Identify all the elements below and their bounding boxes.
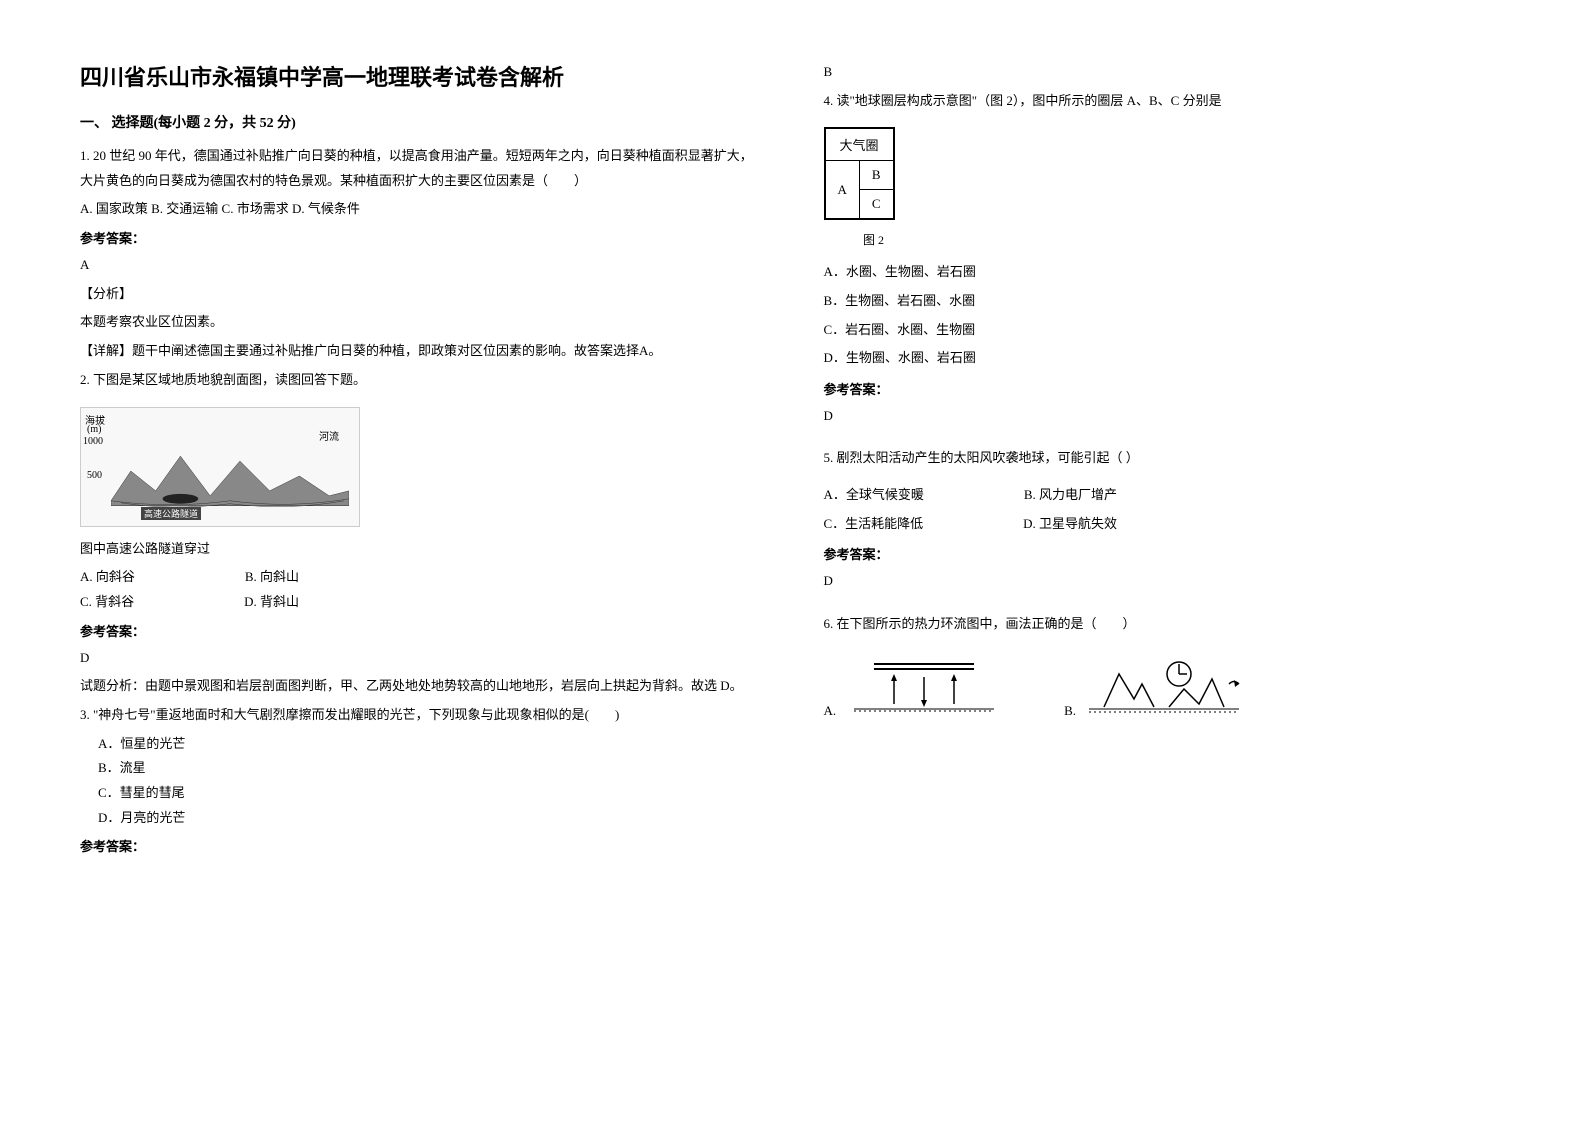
q2-opt-c: C. 背斜谷 <box>80 590 134 615</box>
q5-options-row2: C．生活耗能降低 D. 卫星导航失效 <box>824 510 1508 539</box>
q1-text: 1. 20 世纪 90 年代，德国通过补贴推广向日葵的种植，以提高食用油产量。短… <box>80 144 764 193</box>
fig-label-unit: (m) <box>87 424 101 435</box>
q6-fig-b-wrap: B. <box>1064 649 1244 719</box>
q6-text: 6. 在下图所示的热力环流图中，画法正确的是（ ） <box>824 612 1508 637</box>
left-column: 四川省乐山市永福镇中学高一地理联考试卷含解析 一、 选择题(每小题 2 分，共 … <box>80 60 764 1062</box>
q6-opt-a-label: A. <box>824 703 837 719</box>
q5-answer: D <box>824 569 1508 594</box>
q3-opt-d: D．月亮的光芒 <box>80 806 764 831</box>
q2-opt-b: B. 向斜山 <box>245 565 299 590</box>
q1-answer-header: 参考答案： <box>80 228 764 247</box>
q4-answer: D <box>824 404 1508 429</box>
q5-opt-d: D. 卫星导航失效 <box>1023 510 1117 539</box>
q4-opt-a: A．水圈、生物圈、岩石圈 <box>824 258 1508 287</box>
q2-text: 2. 下图是某区域地质地貌剖面图，读图回答下题。 <box>80 368 764 393</box>
q4-figure: 大气圈 A B C <box>824 127 895 220</box>
fig-cell-atmo: 大气圈 <box>825 129 893 161</box>
q6-figures: A. B. <box>824 649 1508 719</box>
q5-options-row1: A．全球气候变暖 B. 风力电厂增产 <box>824 481 1508 510</box>
q1-answer: A <box>80 253 764 278</box>
fig-label-1000: 1000 <box>83 436 103 447</box>
q2-subq: 图中高速公路隧道穿过 <box>80 537 764 562</box>
q2-opt-a: A. 向斜谷 <box>80 565 135 590</box>
q4-fig-caption: 图 2 <box>824 231 924 248</box>
mountain-svg-wrap <box>111 441 349 511</box>
q2-answer: D <box>80 646 764 671</box>
q4-answer-header: 参考答案： <box>824 379 1508 398</box>
q1-options: A. 国家政策 B. 交通运输 C. 市场需求 D. 气候条件 <box>80 197 764 222</box>
q3-answer-header: 参考答案： <box>80 836 764 855</box>
q5-opt-c: C．生活耗能降低 <box>824 510 924 539</box>
thermal-circulation-b-icon <box>1084 649 1244 719</box>
q1-analysis-tag: 【分析】 <box>80 282 764 307</box>
q4-options: A．水圈、生物圈、岩石圈 B．生物圈、岩石圈、水圈 C．岩石圈、水圈、生物圈 D… <box>824 258 1508 372</box>
q4-text: 4. 读"地球圈层构成示意图"（图 2），图中所示的圈层 A、B、C 分别是 <box>824 89 1508 114</box>
fig-label-500: 500 <box>87 470 102 481</box>
q3-opt-c: C．彗星的彗尾 <box>80 781 764 806</box>
q3-text: 3. "神舟七号"重返地面时和大气剧烈摩擦而发出耀眼的光芒，下列现象与此现象相似… <box>80 703 764 728</box>
q5-opt-a: A．全球气候变暖 <box>824 481 924 510</box>
q2-answer-header: 参考答案： <box>80 621 764 640</box>
q6-fig-a-wrap: A. <box>824 649 1005 719</box>
fig-cell-c: C <box>859 190 893 219</box>
q1-analysis2: 【详解】题干中阐述德国主要通过补贴推广向日葵的种植，即政策对区位因素的影响。故答… <box>80 339 764 364</box>
q4-figure-wrap: 大气圈 A B C 图 2 <box>824 117 1508 258</box>
q5-answer-header: 参考答案： <box>824 544 1508 563</box>
thermal-circulation-a-icon <box>844 649 1004 719</box>
page-title: 四川省乐山市永福镇中学高一地理联考试卷含解析 <box>80 60 764 92</box>
fig-cell-b: B <box>859 161 893 190</box>
q1-analysis1: 本题考察农业区位因素。 <box>80 310 764 335</box>
q6-opt-b-label: B. <box>1064 703 1076 719</box>
fig-cell-a: A <box>825 161 859 219</box>
fig-label-tunnel: 高速公路隧道 <box>141 507 201 520</box>
q2-analysis: 试题分析：由题中景观图和岩层剖面图判断，甲、乙两处地处地势较高的山地地形，岩层向… <box>80 674 764 699</box>
q4-opt-d: D．生物圈、水圈、岩石圈 <box>824 344 1508 373</box>
right-column: B 4. 读"地球圈层构成示意图"（图 2），图中所示的圈层 A、B、C 分别是… <box>824 60 1508 1062</box>
q5-text: 5. 剧烈太阳活动产生的太阳风吹袭地球，可能引起（ ） <box>824 446 1508 471</box>
q3-opt-b: B．流星 <box>80 756 764 781</box>
mountain-icon <box>111 441 349 511</box>
q3-opt-a: A．恒星的光芒 <box>80 732 764 757</box>
q4-opt-c: C．岩石圈、水圈、生物圈 <box>824 316 1508 345</box>
q3-answer: B <box>824 60 1508 85</box>
q5-opt-b: B. 风力电厂增产 <box>1024 481 1117 510</box>
q4-opt-b: B．生物圈、岩石圈、水圈 <box>824 287 1508 316</box>
q2-opt-d: D. 背斜山 <box>244 590 299 615</box>
q2-figure: 海拔 (m) 1000 500 河流 高速公路隧道 <box>80 407 360 527</box>
section-header: 一、 选择题(每小题 2 分，共 52 分) <box>80 112 764 132</box>
